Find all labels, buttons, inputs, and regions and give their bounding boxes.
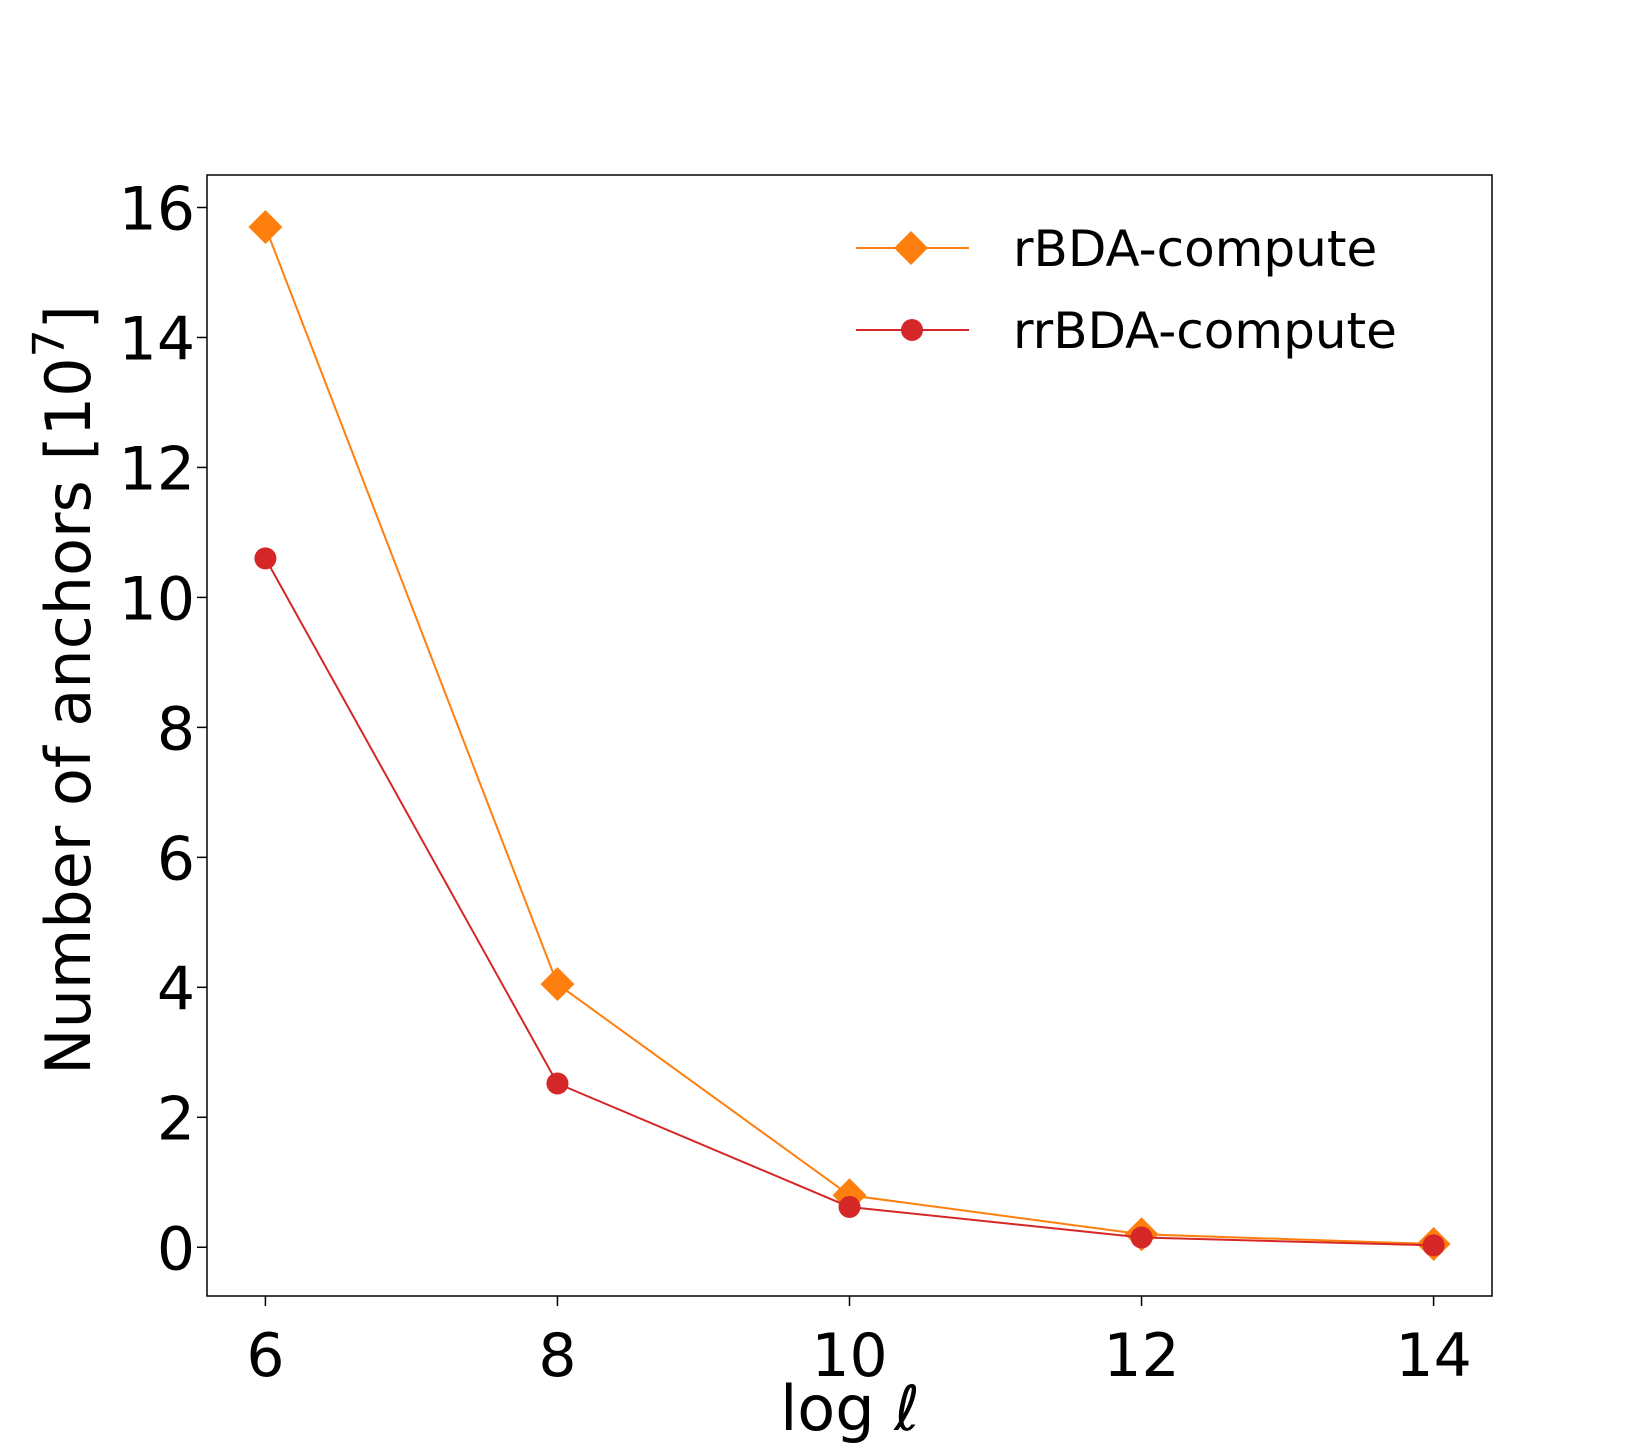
y-tick-label: 12	[119, 434, 195, 504]
y-tick-label: 10	[119, 564, 195, 634]
y-tick-label: 6	[157, 824, 195, 894]
data-point-circle	[838, 1195, 861, 1218]
series-line-1	[264, 557, 1434, 1247]
legend: rBDA-compute rrBDA-compute	[856, 220, 1397, 360]
data-point-circle	[546, 1072, 569, 1095]
x-tick-label: 14	[1395, 1321, 1471, 1391]
y-axis-label: Number of anchors [107]	[24, 305, 105, 1075]
y-axis-label-exponent: 7	[24, 329, 75, 357]
data-point-circle	[1130, 1226, 1153, 1249]
legend-label-rbda: rBDA-compute	[1013, 220, 1377, 278]
y-tick-label: 4	[157, 954, 195, 1024]
legend-marker-rrbda	[901, 319, 923, 341]
x-axis-label: log ℓ	[780, 1372, 920, 1445]
y-axis: 0 2 4 6 8 10 12 14 16	[119, 174, 207, 1284]
y-tick-label: 0	[157, 1214, 195, 1284]
data-point-diamond	[248, 210, 283, 244]
y-tick-label: 16	[119, 174, 195, 244]
y-axis-label-main: Number of anchors [10	[32, 357, 105, 1074]
data-point-circle	[1422, 1234, 1445, 1257]
y-tick-label: 14	[119, 304, 195, 374]
y-tick-label: 8	[157, 694, 195, 764]
x-axis: 6 8 10 12 14	[246, 1296, 1472, 1391]
legend-marker-rbda	[894, 231, 928, 265]
x-tick-label: 8	[538, 1321, 576, 1391]
y-tick-label: 2	[157, 1084, 195, 1154]
x-tick-label: 6	[246, 1321, 284, 1391]
data-point-diamond	[540, 967, 575, 1002]
x-tick-label: 12	[1103, 1321, 1179, 1391]
series-layer	[248, 210, 1451, 1261]
y-axis-label-close: ]	[32, 305, 105, 329]
data-point-circle	[254, 547, 277, 570]
series-line-0	[264, 226, 1434, 1246]
x-tick-label: 10	[811, 1321, 887, 1391]
legend-label-rrbda: rrBDA-compute	[1013, 302, 1397, 360]
